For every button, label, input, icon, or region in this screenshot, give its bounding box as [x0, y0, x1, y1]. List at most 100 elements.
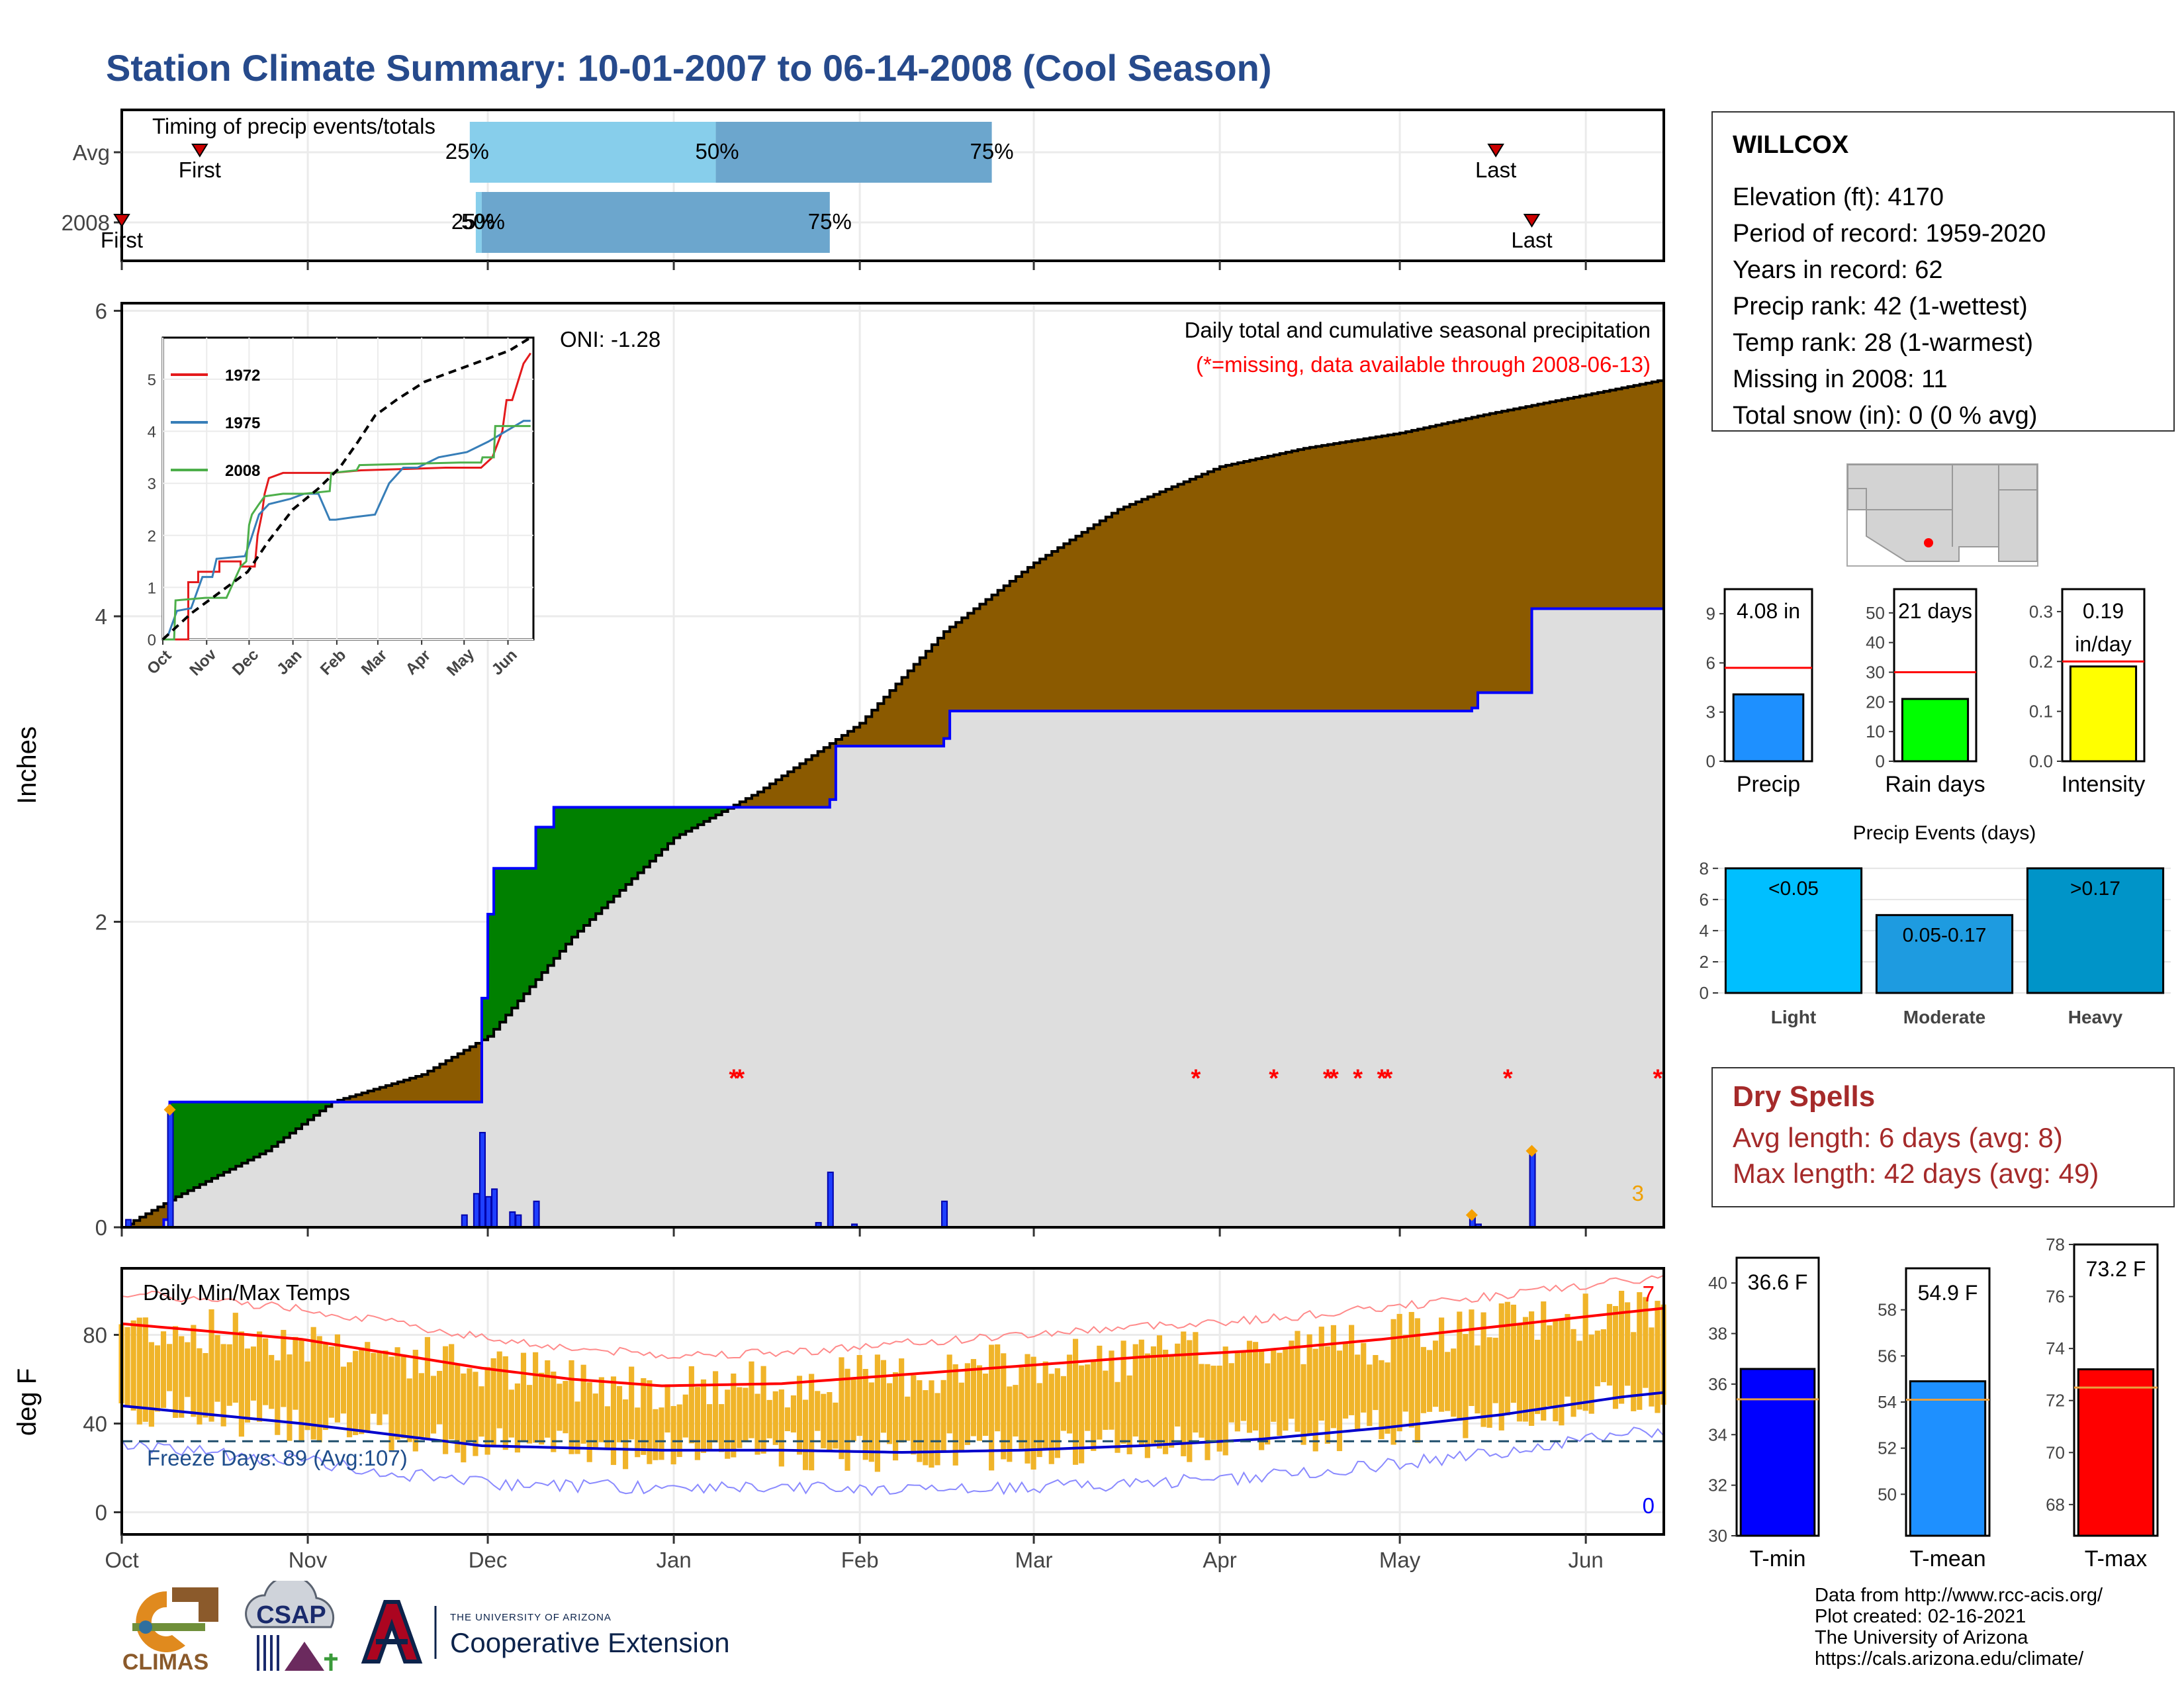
temp-daily-bar — [1469, 1309, 1475, 1406]
min-count-label: 0 — [1643, 1493, 1655, 1518]
temp-summary-ytick-label: 72 — [2046, 1391, 2065, 1411]
missing-marker: * — [1653, 1064, 1663, 1092]
temp-daily-bar — [191, 1325, 197, 1417]
station-period: Period of record: 1959-2020 — [1733, 220, 2046, 248]
temp-daily-bar — [592, 1393, 598, 1448]
temp-daily-bar — [1306, 1334, 1312, 1435]
temp-summary-bar — [1739, 1368, 1816, 1537]
temp-daily-bar — [1355, 1354, 1361, 1430]
temp-daily-bar — [478, 1386, 484, 1437]
timing-last-marker — [1487, 144, 1504, 158]
temp-daily-bar — [641, 1378, 647, 1455]
station-temp-rank: Temp rank: 28 (1-warmest) — [1733, 329, 2034, 357]
temp-daily-bar — [923, 1390, 929, 1466]
timing-first-label: First — [179, 158, 221, 182]
temp-summary-ytick-label: 58 — [1878, 1300, 1897, 1320]
temp-daily-bar — [964, 1363, 970, 1445]
temp-daily-bar — [514, 1383, 520, 1453]
average-tmin-line — [121, 1391, 1664, 1454]
temp-daily-bar — [989, 1344, 995, 1471]
temp-daily-bar — [1414, 1318, 1420, 1443]
temp-daily-bar — [1234, 1352, 1240, 1432]
temp-daily-bar — [436, 1370, 443, 1425]
temp-daily-bar — [1013, 1385, 1019, 1437]
daily-precip-bar — [167, 1109, 174, 1228]
temp-daily-bar — [328, 1346, 334, 1418]
timing-row-label: 2008 — [62, 211, 110, 235]
temp-daily-bar — [1210, 1366, 1216, 1440]
temp-daily-bar — [400, 1355, 406, 1438]
temp-daily-bar — [1547, 1325, 1553, 1407]
temp-daily-bar — [1420, 1346, 1426, 1413]
temp-daily-bar — [130, 1320, 136, 1411]
temp-daily-bar — [610, 1376, 617, 1466]
cumulative-observed-line — [122, 604, 1665, 1229]
temp-daily-bar — [1451, 1348, 1457, 1417]
temp-daily-bar — [1126, 1375, 1132, 1454]
temp-daily-bar — [1036, 1383, 1042, 1458]
temp-daily-bar — [1619, 1290, 1625, 1404]
temp-daily-bar — [1330, 1325, 1336, 1429]
temp-daily-bar — [377, 1352, 383, 1425]
temp-daily-bar — [604, 1406, 610, 1450]
temp-daily-bar — [844, 1368, 850, 1471]
missing-marker: * — [1383, 1064, 1393, 1092]
precip-ytick-label: 4 — [95, 604, 107, 629]
temp-daily-bar — [359, 1347, 365, 1434]
temp-daily-bar — [1426, 1350, 1433, 1412]
temp-daily-bar — [533, 1352, 539, 1443]
temp-daily-bar — [185, 1342, 191, 1397]
credit-line: The University of Arizona — [1815, 1627, 2028, 1648]
temp-summary-category-label: T-max — [2085, 1546, 2147, 1571]
temp-daily-bar — [520, 1352, 527, 1442]
temp-daily-bar — [203, 1353, 208, 1418]
events-ytick-label: 0 — [1700, 983, 1709, 1003]
climas-logo: CLIMAS — [122, 1587, 218, 1675]
temp-daily-bar — [322, 1344, 328, 1430]
temp-daily-bar — [874, 1354, 880, 1472]
temp-daily-bar — [664, 1384, 670, 1432]
daily-precip-bar — [491, 1188, 498, 1229]
temp-daily-bar — [713, 1371, 719, 1443]
temp-summary-value-label: 36.6 F — [1748, 1270, 1808, 1294]
temp-daily-bar — [1175, 1343, 1181, 1427]
temp-daily-bar — [743, 1387, 749, 1442]
credit-line: Plot created: 02-16-2021 — [1815, 1606, 2026, 1627]
temp-daily-bar — [508, 1389, 514, 1438]
summary-ytick-label: 20 — [1866, 692, 1885, 712]
temp-daily-bar — [160, 1331, 167, 1408]
temp-daily-bar — [1132, 1344, 1138, 1437]
inset-series-line — [163, 352, 531, 641]
events-bar-label: <0.05 — [1768, 878, 1819, 900]
temp-daily-bar — [1457, 1311, 1463, 1421]
temp-daily-bar — [940, 1380, 946, 1452]
temp-daily-bar — [586, 1382, 592, 1462]
temp-daily-bar — [298, 1339, 304, 1442]
temp-daily-bar — [1181, 1331, 1187, 1456]
summary-ytick-label: 50 — [1866, 603, 1885, 623]
precip-ylabel: Inches — [13, 726, 42, 804]
month-label: Jun — [1569, 1548, 1604, 1572]
temp-daily-bar — [569, 1360, 574, 1454]
temp-daily-bar — [934, 1393, 940, 1466]
daily-precip-bar — [533, 1200, 540, 1229]
temp-daily-bar — [1541, 1301, 1547, 1421]
temp-daily-bar — [815, 1391, 821, 1431]
temp-summary-ytick-label: 32 — [1708, 1476, 1727, 1495]
highlight-point — [1525, 1145, 1538, 1157]
temp-daily-bar — [719, 1404, 725, 1452]
daily-precip-bar — [827, 1171, 834, 1229]
temp-daily-bar — [179, 1336, 185, 1418]
timing-q75-label: 75% — [808, 209, 852, 234]
daily-precip-bar — [941, 1200, 948, 1229]
temp-daily-bar — [1373, 1355, 1379, 1411]
oni-label: ONI: -1.28 — [560, 327, 660, 352]
temp-chart: 0 40 80 Daily Min/Max Temps Freeze Days: 8… — [13, 1267, 1666, 1572]
temp-daily-bar — [1445, 1352, 1451, 1411]
dry-spells-box: Dry Spells Avg length: 6 days (avg: 8) M… — [1711, 1067, 2175, 1207]
events-ytick-label: 8 — [1700, 859, 1709, 878]
station-years: Years in record: 62 — [1733, 256, 1943, 284]
temp-daily-bar — [340, 1366, 347, 1414]
temp-daily-bar — [1193, 1332, 1199, 1433]
temp-daily-bar — [862, 1368, 868, 1460]
